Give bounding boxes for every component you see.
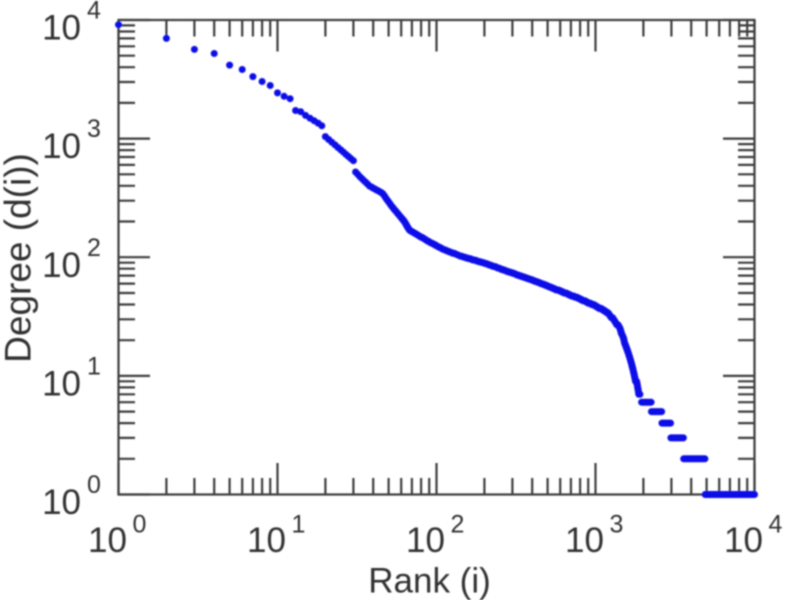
- svg-text:2: 2: [451, 511, 465, 539]
- svg-text:10: 10: [42, 9, 81, 48]
- svg-text:10: 10: [724, 521, 763, 560]
- svg-text:0: 0: [133, 511, 147, 539]
- svg-text:0: 0: [87, 471, 101, 499]
- svg-text:10: 10: [88, 521, 127, 560]
- svg-text:2: 2: [87, 234, 101, 262]
- svg-text:10: 10: [247, 521, 286, 560]
- svg-text:1: 1: [87, 352, 101, 380]
- svg-text:10: 10: [42, 127, 81, 166]
- svg-text:1: 1: [292, 511, 306, 539]
- svg-text:10: 10: [42, 246, 81, 285]
- svg-text:3: 3: [610, 511, 624, 539]
- svg-text:10: 10: [42, 364, 81, 403]
- svg-text:Rank (i): Rank (i): [368, 562, 491, 600]
- svg-text:10: 10: [42, 483, 81, 522]
- svg-text:Degree (d(i)): Degree (d(i)): [0, 153, 39, 363]
- svg-text:4: 4: [769, 511, 783, 539]
- svg-text:4: 4: [87, 0, 101, 25]
- svg-text:10: 10: [406, 521, 445, 560]
- svg-text:10: 10: [565, 521, 604, 560]
- svg-text:3: 3: [87, 115, 101, 143]
